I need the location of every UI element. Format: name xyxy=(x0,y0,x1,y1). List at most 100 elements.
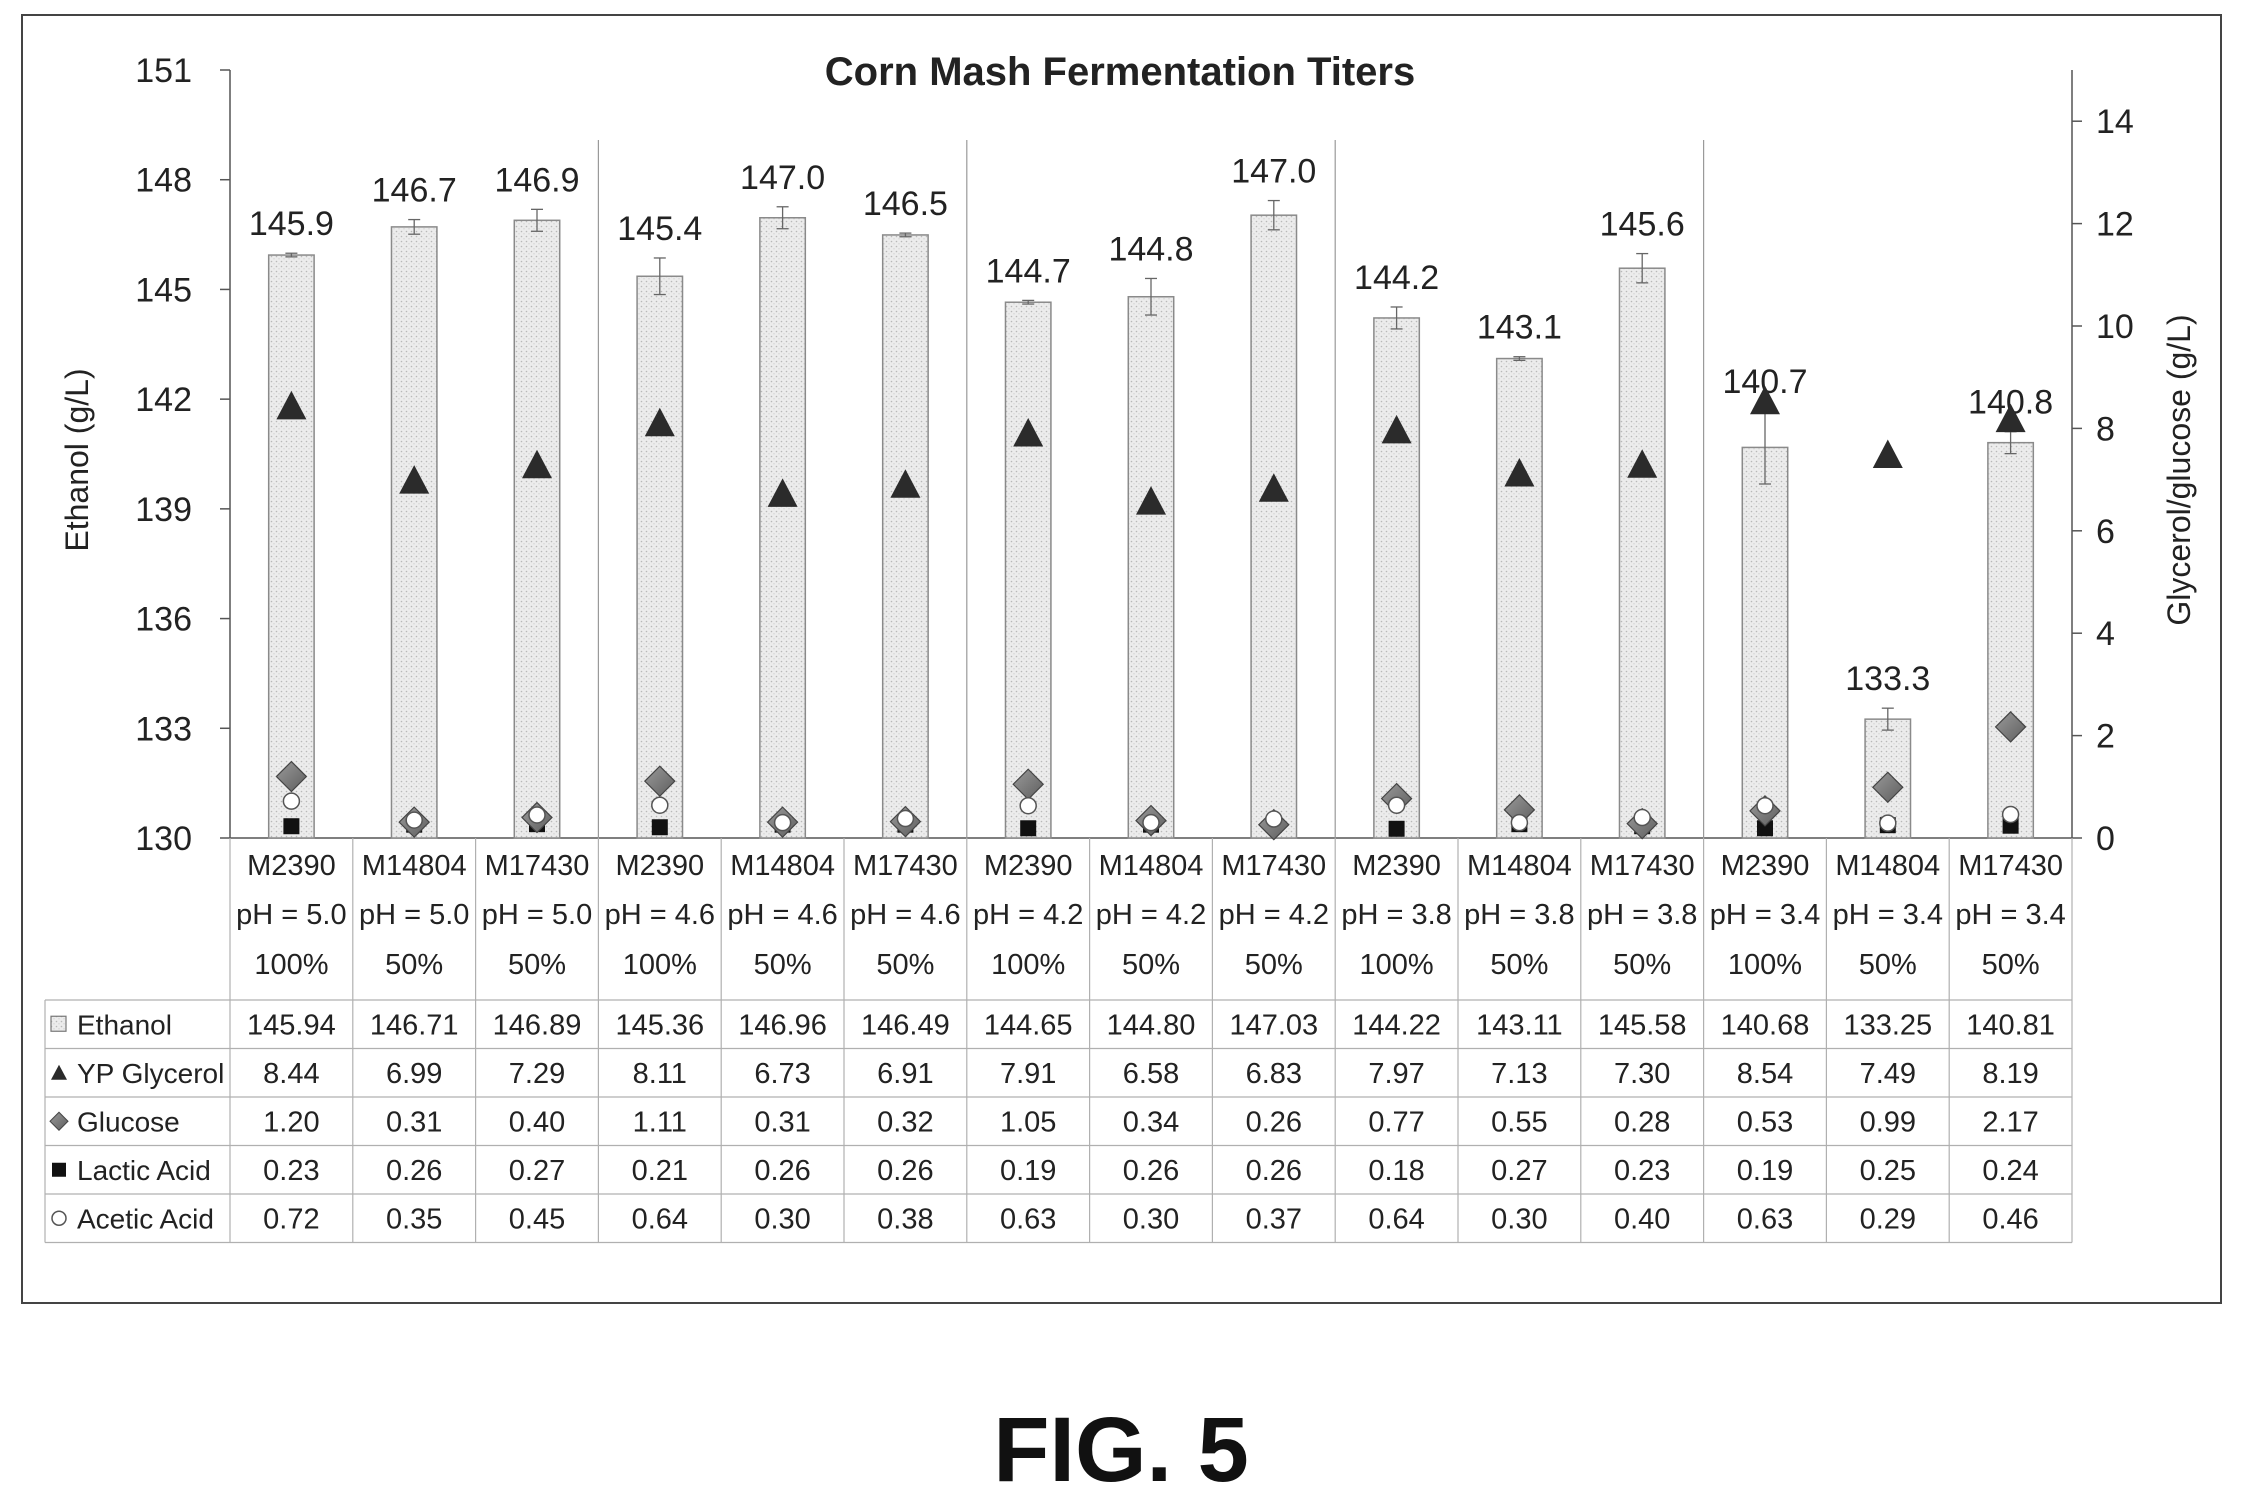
category-label: 100% xyxy=(623,949,697,981)
table-cell: 140.68 xyxy=(1721,1009,1810,1041)
glycerol-marker xyxy=(1627,449,1658,478)
right-axis-tick-label: 14 xyxy=(2096,103,2134,141)
acetic-acid-marker xyxy=(528,806,546,824)
category-label: M2390 xyxy=(984,850,1073,882)
table-cell: 7.29 xyxy=(509,1058,565,1090)
category-label: pH = 4.2 xyxy=(1219,899,1329,931)
bar-value-label: 144.7 xyxy=(986,252,1071,290)
table-cell: 145.94 xyxy=(247,1009,336,1041)
glycerol-marker xyxy=(1995,403,2026,433)
data-table: M2390 pH = 5.0 100% M14804 pH = 5.0 50% M17430… xyxy=(44,838,2073,1244)
glycerol-marker xyxy=(276,390,307,420)
glycerol-marker xyxy=(1136,486,1166,515)
legend-key-lactic-acid xyxy=(52,1162,66,1177)
category-label: pH = 3.8 xyxy=(1587,899,1697,931)
table-cell: 0.45 xyxy=(509,1203,565,1235)
table-cell: 145.58 xyxy=(1598,1009,1687,1041)
table-cell: 146.89 xyxy=(493,1009,582,1041)
table-cell: 0.38 xyxy=(877,1203,933,1235)
table-cell: 6.73 xyxy=(754,1058,810,1090)
bar-value-label: 146.7 xyxy=(372,172,457,210)
table-cell: 1.11 xyxy=(633,1106,687,1138)
table-cell: 0.34 xyxy=(1123,1106,1179,1138)
left-axis-tick-label: 139 xyxy=(135,491,192,529)
table-cell: 0.19 xyxy=(1000,1155,1056,1187)
category-label: M14804 xyxy=(1467,850,1572,882)
table-cell: 0.19 xyxy=(1737,1155,1793,1187)
acetic-acid-marker xyxy=(1142,813,1160,832)
ethanol-bar xyxy=(759,216,807,839)
category-label: pH = 4.6 xyxy=(850,899,960,931)
bar-value-label: 145.6 xyxy=(1600,206,1685,244)
bar-value-label: 133.3 xyxy=(1845,660,1930,698)
glycerol-marker xyxy=(522,449,552,479)
category-label: 50% xyxy=(1490,949,1548,981)
acetic-acid-marker xyxy=(896,809,915,828)
table-cell: 2.17 xyxy=(1982,1106,2038,1138)
ethanol-bar xyxy=(881,234,929,839)
table-cell: 0.26 xyxy=(1123,1155,1179,1187)
table-cell: 144.65 xyxy=(984,1009,1073,1041)
left-axis-tick-label: 136 xyxy=(135,601,192,639)
right-axis-tick-label: 2 xyxy=(2096,718,2115,756)
table-row-header: Glucose xyxy=(77,1106,180,1137)
category-label: M14804 xyxy=(362,850,467,882)
table-cell: 0.77 xyxy=(1368,1106,1424,1138)
category-label: 100% xyxy=(991,949,1065,981)
table-cell: 146.96 xyxy=(738,1009,827,1041)
ethanol-bar xyxy=(1495,357,1543,839)
left-axis-tick-label: 148 xyxy=(135,162,192,200)
right-axis-tick-label: 10 xyxy=(2096,308,2134,346)
table-cell: 133.25 xyxy=(1843,1009,1932,1041)
table-cell: 0.53 xyxy=(1737,1106,1793,1138)
right-axis-tick-label: 0 xyxy=(2096,820,2115,858)
table-cell: 8.44 xyxy=(263,1058,319,1090)
category-label: pH = 4.6 xyxy=(605,899,715,931)
category-label: 100% xyxy=(1728,949,1802,981)
glucose-marker xyxy=(275,760,308,793)
acetic-acid-marker xyxy=(1019,796,1037,815)
right-axis-tick-label: 8 xyxy=(2096,410,2115,448)
lactic-acid-marker xyxy=(651,819,668,836)
glycerol-marker xyxy=(644,407,675,437)
category-label: M17430 xyxy=(1221,850,1326,882)
glycerol-marker xyxy=(1013,418,1044,447)
acetic-acid-marker xyxy=(282,792,301,810)
table-row-header: Lactic Acid xyxy=(77,1155,211,1186)
acetic-acid-marker xyxy=(405,811,423,829)
table-cell: 146.71 xyxy=(370,1009,459,1041)
acetic-acid-marker xyxy=(1510,813,1529,832)
category-label: 50% xyxy=(1122,949,1180,981)
category-label: pH = 3.8 xyxy=(1341,899,1451,931)
bar-value-label: 145.9 xyxy=(249,205,334,243)
table-cell: 0.23 xyxy=(263,1155,319,1187)
table-cell: 146.49 xyxy=(861,1009,950,1041)
acetic-acid-marker xyxy=(651,796,669,814)
acetic-acid-marker xyxy=(1387,796,1406,814)
table-cell: 0.25 xyxy=(1860,1155,1916,1187)
table-cell: 6.99 xyxy=(386,1058,442,1090)
chart-frame xyxy=(21,14,2222,1304)
table-cell: 1.20 xyxy=(263,1106,319,1138)
ethanol-bar xyxy=(1987,441,2035,839)
table-cell: 7.13 xyxy=(1491,1058,1547,1090)
category-label: M14804 xyxy=(1835,850,1940,882)
category-label: 50% xyxy=(1245,949,1303,981)
category-label: 50% xyxy=(508,949,566,981)
category-label: 50% xyxy=(1859,949,1917,981)
acetic-acid-marker xyxy=(1265,810,1283,828)
table-cell: 6.91 xyxy=(877,1058,933,1090)
table-row-header: YP Glycerol xyxy=(77,1058,224,1089)
ethanol-bar xyxy=(1618,267,1666,839)
bar-value-label: 143.1 xyxy=(1477,309,1562,347)
glycerol-marker xyxy=(1381,414,1412,444)
table-cell: 0.63 xyxy=(1737,1203,1793,1235)
right-axis-tick-label: 6 xyxy=(2096,513,2115,551)
bar-value-label: 147.0 xyxy=(740,159,825,197)
table-cell: 0.40 xyxy=(509,1106,565,1138)
table-cell: 0.24 xyxy=(1982,1155,2038,1187)
table-cell: 0.35 xyxy=(386,1203,442,1235)
bar-value-label: 146.5 xyxy=(863,185,948,223)
acetic-acid-marker xyxy=(1756,796,1774,815)
